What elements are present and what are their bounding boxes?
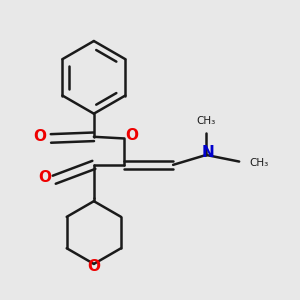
Text: O: O <box>33 129 46 144</box>
Text: O: O <box>125 128 138 142</box>
Text: N: N <box>201 145 214 160</box>
Text: CH₃: CH₃ <box>250 158 269 168</box>
Text: O: O <box>87 259 101 274</box>
Text: O: O <box>38 169 51 184</box>
Text: CH₃: CH₃ <box>196 116 216 126</box>
